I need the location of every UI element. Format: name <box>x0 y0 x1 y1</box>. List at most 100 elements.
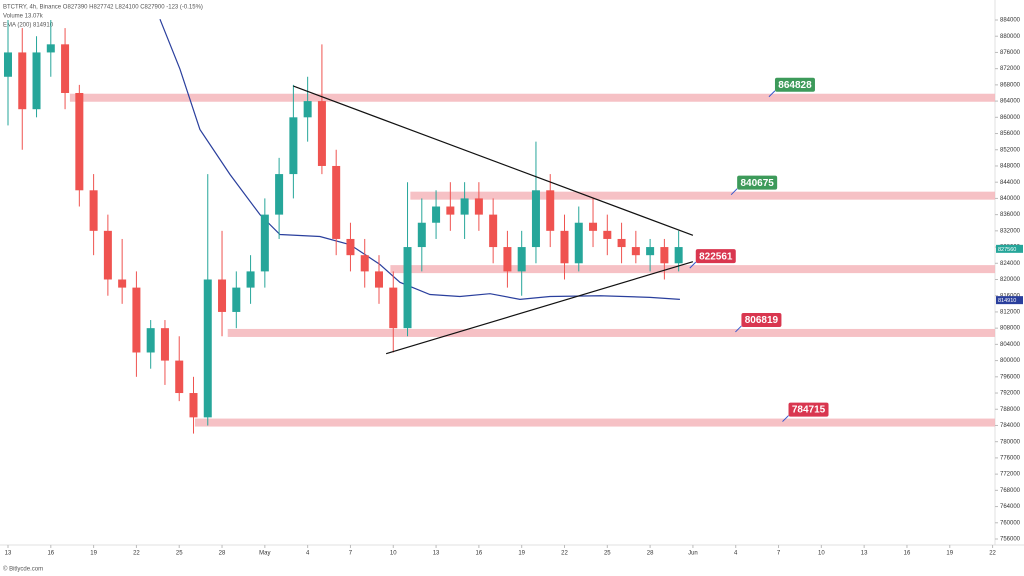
level-pointer <box>782 415 789 422</box>
level-pointer <box>730 188 738 196</box>
y-tick-label: 880000 <box>1000 34 1021 40</box>
candle-body <box>303 101 312 118</box>
footer: © Bitlycde.com <box>3 566 43 573</box>
level-label-box <box>695 249 736 264</box>
candle-body <box>460 198 469 215</box>
candle-body <box>432 206 441 223</box>
x-tick-label: 22 <box>989 551 996 557</box>
level-label: 864828 <box>778 80 812 91</box>
y-tick-label: 780000 <box>1000 439 1021 445</box>
candle-body <box>75 92 84 191</box>
header-line: Volume 13.07k <box>3 14 44 20</box>
level-label-box <box>788 402 829 417</box>
level-label: 840675 <box>740 178 774 189</box>
price-badge-label: 827560 <box>998 247 1016 253</box>
y-tick-label: 836000 <box>1000 212 1021 218</box>
candle-body <box>103 230 112 280</box>
candle-body <box>289 117 298 175</box>
x-tick-label: 16 <box>904 551 911 557</box>
y-tick-label: 812000 <box>1000 310 1021 316</box>
level-band <box>69 93 996 102</box>
price-badge-label: 814910 <box>998 298 1016 304</box>
level-label: 784715 <box>792 405 826 416</box>
x-tick-label: 28 <box>219 551 226 557</box>
y-tick-label: 884000 <box>1000 18 1021 24</box>
x-tick-label: 13 <box>5 551 12 557</box>
y-tick-label: 804000 <box>1000 342 1021 348</box>
candle-body <box>674 247 683 264</box>
candle-body <box>631 247 640 256</box>
candle-body <box>417 222 426 248</box>
candle-body <box>617 238 626 248</box>
y-tick-label: 868000 <box>1000 82 1021 88</box>
y-tick-label: 860000 <box>1000 115 1021 121</box>
y-tick-label: 792000 <box>1000 391 1021 397</box>
candle-body <box>132 287 141 353</box>
y-tick-label: 840000 <box>1000 196 1021 202</box>
candle-body <box>360 255 369 272</box>
y-tick-label: 876000 <box>1000 50 1021 56</box>
candle-body <box>246 271 255 288</box>
candle-body <box>46 44 55 53</box>
candle-body <box>560 230 569 264</box>
candle-body <box>574 222 583 264</box>
candle-body <box>503 247 512 272</box>
x-tick-label: 25 <box>604 551 611 557</box>
trendline <box>293 85 694 236</box>
level-pointer <box>735 325 742 333</box>
y-tick-label: 756000 <box>1000 537 1021 543</box>
x-tick-label: 10 <box>818 551 825 557</box>
candle-body <box>61 44 70 93</box>
x-tick-label: May <box>259 551 270 557</box>
level-label-box <box>737 175 778 190</box>
candle-body <box>317 101 326 166</box>
x-tick-label: 7 <box>349 551 353 557</box>
level-band <box>390 265 996 274</box>
y-tick-label: 824000 <box>1000 261 1021 267</box>
candle-body <box>218 279 227 312</box>
candle-body <box>32 52 41 110</box>
candle-body <box>260 214 269 272</box>
candle-body <box>646 247 655 256</box>
x-tick-label: Jun <box>688 551 698 557</box>
y-tick-label: 768000 <box>1000 488 1021 494</box>
level-label-box <box>774 77 815 92</box>
candle-body <box>118 279 127 288</box>
candle-body <box>474 198 483 215</box>
candle-body <box>517 247 526 272</box>
x-tick-label: 19 <box>90 551 97 557</box>
candle-body <box>175 360 184 394</box>
candle-body <box>531 190 540 248</box>
candle-body <box>332 165 341 239</box>
y-tick-label: 872000 <box>1000 66 1021 72</box>
candle-body <box>232 287 241 312</box>
level-label: 822561 <box>699 251 733 262</box>
candle-body <box>446 206 455 215</box>
candle-body <box>546 190 555 231</box>
candle-body <box>146 328 155 353</box>
y-tick-label: 852000 <box>1000 147 1021 153</box>
y-tick-label: 776000 <box>1000 455 1021 461</box>
y-tick-label: 800000 <box>1000 358 1021 364</box>
x-tick-label: 22 <box>561 551 568 557</box>
y-tick-label: 796000 <box>1000 374 1021 380</box>
y-tick-label: 856000 <box>1000 131 1021 137</box>
level-label: 806819 <box>745 315 779 326</box>
ema-line <box>159 18 680 300</box>
x-tick-label: 10 <box>390 551 397 557</box>
level-band <box>410 191 996 200</box>
header-line: BTCTRY, 4h, Binance O827390 H827742 L824… <box>3 5 203 11</box>
y-tick-label: 784000 <box>1000 423 1021 429</box>
candle-body <box>3 52 12 77</box>
candle-body <box>275 174 284 215</box>
x-tick-label: 4 <box>734 551 738 557</box>
candle-body <box>489 214 498 248</box>
level-band <box>194 418 996 427</box>
candle-body <box>389 287 398 329</box>
y-tick-label: 788000 <box>1000 407 1021 413</box>
candle-body <box>346 238 355 256</box>
level-pointer <box>689 261 697 269</box>
price-badge <box>996 296 1023 305</box>
candle-body <box>660 247 669 264</box>
